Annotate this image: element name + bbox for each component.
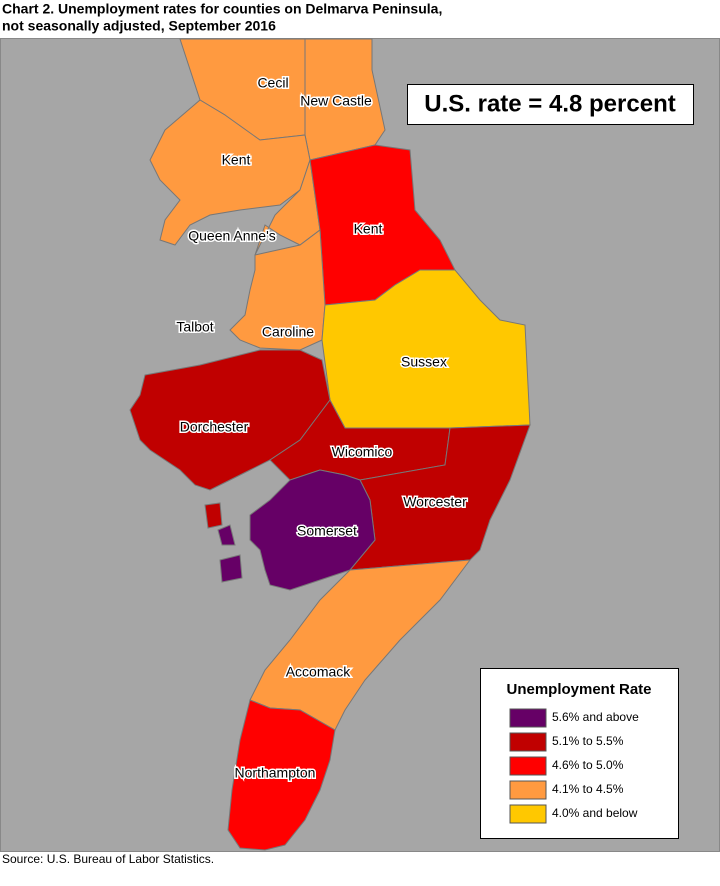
note: U.S. rate = 4.8 percent bbox=[424, 90, 675, 117]
county-label: Kent bbox=[222, 152, 251, 168]
county-label: Wicomico bbox=[332, 444, 393, 460]
county-label: Northampton bbox=[235, 765, 316, 781]
county-labels: Cecil New Castle Kent Kent Queen Anne's Talbo… bbox=[175, 73, 469, 782]
county bbox=[149, 99, 311, 246]
legend-label: 4.0% and below bbox=[552, 806, 638, 820]
island bbox=[219, 554, 243, 583]
title: Chart 2. Unemployment rates for counties… bbox=[2, 1, 442, 17]
county-label: Kent bbox=[354, 221, 383, 237]
county-label: New Castle bbox=[300, 93, 372, 109]
legend-swatch bbox=[509, 756, 547, 776]
legend-swatch bbox=[509, 780, 547, 800]
legend-swatch bbox=[509, 804, 547, 824]
map bbox=[129, 38, 531, 851]
county-label: Sussex bbox=[401, 354, 447, 370]
island bbox=[217, 524, 236, 546]
legend: 5.6% and above 5.1% to 5.5% 4.6% to 5.0% 4.… bbox=[509, 708, 639, 824]
legend-swatch bbox=[509, 708, 547, 728]
county-label: Worcester bbox=[403, 494, 467, 510]
county bbox=[129, 349, 331, 491]
legend-swatch bbox=[509, 732, 547, 752]
note-box bbox=[407, 84, 694, 125]
county-label: Somerset bbox=[297, 523, 357, 539]
source: Source: U.S. Bureau of Labor Statistics. bbox=[2, 852, 214, 866]
county bbox=[227, 699, 336, 851]
county-label: Cecil bbox=[257, 75, 288, 91]
legend-label: 4.1% to 4.5% bbox=[552, 782, 624, 796]
legend-label: 5.6% and above bbox=[552, 710, 639, 724]
county-label: Talbot bbox=[176, 319, 213, 335]
county bbox=[229, 229, 326, 351]
legend-label: 4.6% to 5.0% bbox=[552, 758, 624, 772]
county-label: Dorchester bbox=[180, 419, 249, 435]
county-label: Caroline bbox=[262, 324, 314, 340]
legend-label: 5.1% to 5.5% bbox=[552, 734, 624, 748]
county bbox=[249, 469, 376, 591]
title: not seasonally adjusted, September 2016 bbox=[2, 18, 276, 34]
island bbox=[204, 502, 223, 529]
county-label: Queen Anne's bbox=[188, 228, 276, 244]
county-label: Accomack bbox=[286, 664, 352, 680]
legend-title: Unemployment Rate bbox=[506, 681, 651, 698]
